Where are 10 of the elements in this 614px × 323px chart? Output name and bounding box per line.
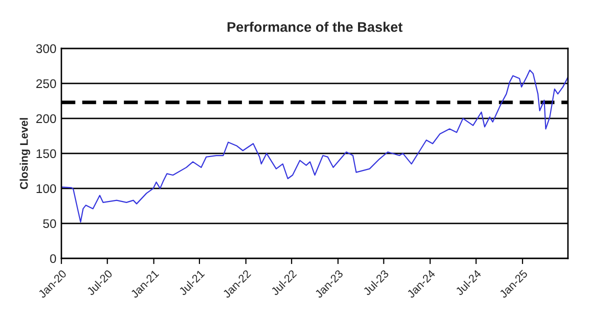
chart-title: Performance of the Basket	[228, 22, 403, 32]
y-axis-title: Closing Level	[20, 118, 30, 190]
line-series	[61, 70, 568, 223]
y-tick-label: 50	[43, 219, 56, 228]
y-tick-label: 150	[36, 149, 56, 158]
y-tick-label: 0	[50, 254, 56, 264]
y-tick-label: 300	[36, 44, 56, 54]
y-tick-label: 250	[36, 79, 56, 88]
y-tick-label: 200	[36, 114, 56, 124]
y-tick-label: 100	[36, 184, 56, 194]
